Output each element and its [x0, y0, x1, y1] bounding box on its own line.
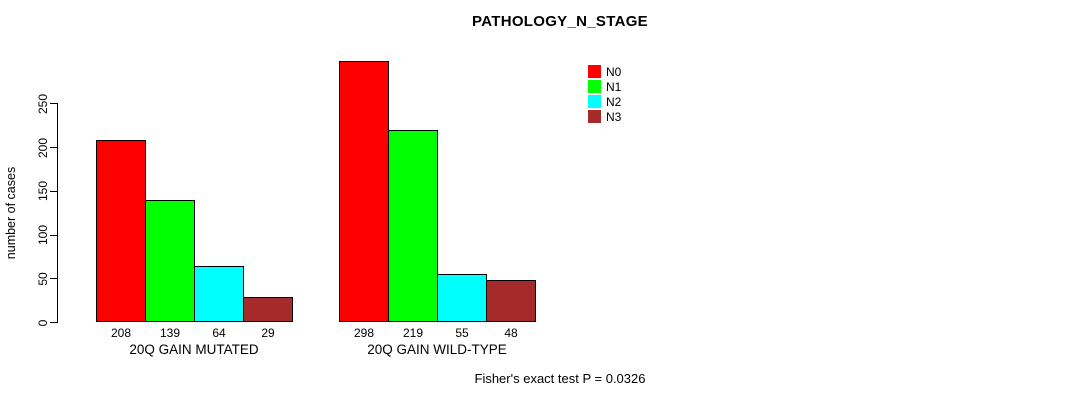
- legend-swatch-n0: [588, 65, 601, 78]
- y-axis-tick: [50, 190, 57, 192]
- legend-label: N0: [606, 64, 622, 79]
- y-axis-tick: [50, 322, 57, 323]
- annotation-fishers-test: Fisher's exact test P = 0.0326: [474, 371, 646, 386]
- bar-value-label: 55: [455, 326, 469, 340]
- bar-value-label: 139: [159, 326, 181, 340]
- bar-n0-group2: [339, 61, 389, 322]
- bar-n2-group1: [194, 266, 244, 322]
- legend-swatch-n2: [588, 95, 601, 108]
- group-label-2: 20Q GAIN WILD-TYPE: [367, 342, 507, 357]
- legend: N0 N1 N2 N3: [588, 64, 621, 124]
- y-axis-tick-label: 250: [36, 93, 50, 114]
- legend-label: N3: [606, 109, 622, 124]
- y-axis-tick: [50, 103, 57, 105]
- y-axis-tick-label: 0: [36, 319, 50, 326]
- y-axis-tick: [50, 234, 57, 236]
- bar-value-label: 208: [110, 326, 132, 340]
- legend-label: N1: [606, 79, 622, 94]
- y-axis-tick: [50, 147, 57, 148]
- bar-value-label: 48: [504, 326, 518, 340]
- y-axis-tick-label: 150: [36, 181, 50, 202]
- bar-value-label: 219: [402, 326, 424, 340]
- y-axis-tick-label: 100: [36, 224, 50, 246]
- legend-item-n3: N3: [588, 109, 621, 124]
- legend-label: N2: [606, 94, 622, 109]
- bar-value-label: 29: [261, 326, 275, 340]
- legend-swatch-n3: [588, 110, 601, 123]
- bar-n3-group1: [243, 296, 293, 322]
- bar-n3-group2: [486, 280, 536, 322]
- legend-swatch-n1: [588, 80, 601, 93]
- legend-item-n0: N0: [588, 64, 621, 79]
- bar-n1-group2: [388, 130, 438, 322]
- chart-title: PATHOLOGY_N_STAGE: [472, 13, 648, 30]
- group-label-1: 20Q GAIN MUTATED: [129, 342, 259, 357]
- bar-n0-group1: [96, 140, 146, 322]
- legend-item-n2: N2: [588, 94, 621, 109]
- y-axis-tick-label: 200: [36, 137, 50, 158]
- bar-value-label: 298: [353, 326, 375, 340]
- bar-n2-group2: [437, 273, 487, 322]
- legend-item-n1: N1: [588, 79, 621, 94]
- y-axis-tick: [50, 278, 57, 280]
- bar-value-label: 64: [212, 326, 226, 340]
- bar-n1-group1: [145, 200, 195, 322]
- y-axis-tick-label: 50: [36, 272, 50, 286]
- y-axis-line: [57, 103, 58, 323]
